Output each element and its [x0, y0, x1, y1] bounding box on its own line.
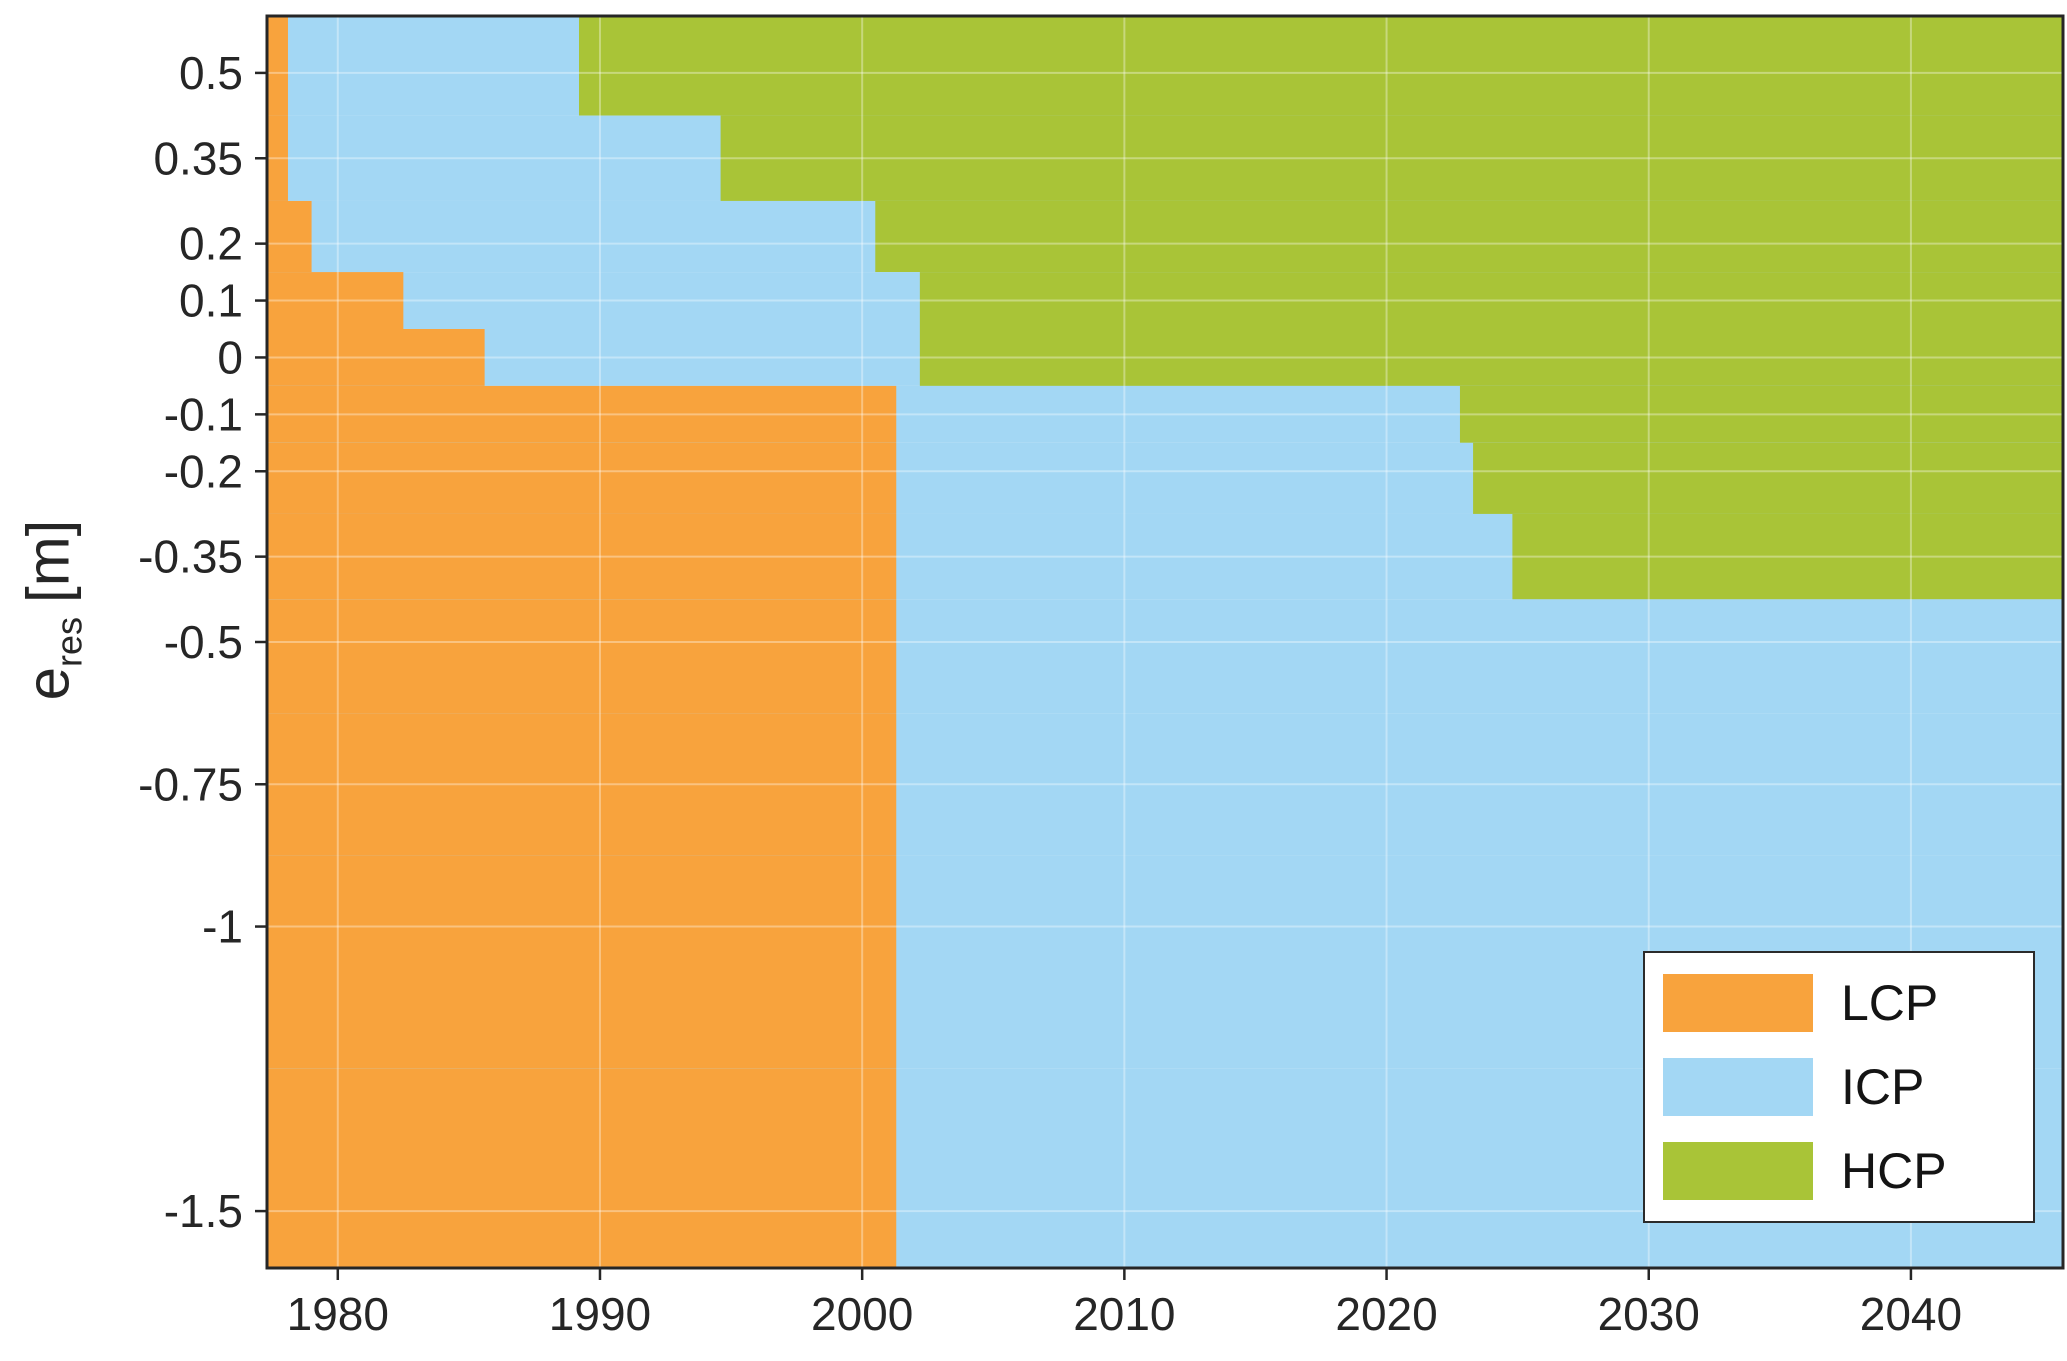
legend-swatch-icp: [1663, 1058, 1813, 1116]
x-tick-label-2020: 2020: [1335, 1288, 1437, 1340]
x-tick-label-2010: 2010: [1073, 1288, 1175, 1340]
region-hcp-row-5: [1459, 385, 2063, 443]
legend-item-lcp: LCP: [1663, 967, 2015, 1039]
x-tick-label-2030: 2030: [1598, 1288, 1700, 1340]
y-tick-label-0.5: 0.5: [179, 47, 243, 99]
y-tick-label--0.75: -0.75: [138, 758, 243, 810]
region-lcp-row-11: [267, 1068, 897, 1268]
legend-label-hcp: HCP: [1841, 1143, 1947, 1199]
region-lcp-row-5: [267, 385, 897, 443]
y-tick-label-0: 0: [217, 331, 243, 383]
region-lcp-row-1: [267, 115, 288, 201]
legend-swatch-hcp: [1663, 1142, 1813, 1200]
y-tick-label--0.1: -0.1: [164, 388, 243, 440]
region-hcp-row-4: [919, 329, 2063, 386]
region-hcp-row-2: [875, 200, 2063, 273]
region-lcp-row-4: [267, 329, 485, 386]
legend-item-hcp: HCP: [1663, 1135, 2015, 1207]
region-hcp-row-6: [1473, 442, 2063, 514]
region-lcp-row-3: [267, 272, 404, 329]
region-lcp-row-10: [267, 855, 897, 1069]
region-hcp-row-0: [579, 16, 2063, 116]
x-tick-label-2000: 2000: [811, 1288, 913, 1340]
region-lcp-row-8: [267, 599, 897, 714]
x-tick-label-1980: 1980: [287, 1288, 389, 1340]
region-lcp-row-6: [267, 442, 897, 514]
region-lcp-row-9: [267, 713, 897, 856]
region-lcp-row-7: [267, 513, 897, 600]
y-tick-label--1: -1: [202, 901, 243, 953]
y-tick-label--0.5: -0.5: [164, 616, 243, 668]
y-tick-label-0.35: 0.35: [153, 132, 243, 184]
region-hcp-row-1: [720, 115, 2063, 201]
y-tick-label--1.5: -1.5: [164, 1185, 243, 1237]
y-tick-label-0.1: 0.1: [179, 275, 243, 327]
region-hcp-row-3: [919, 272, 2063, 329]
y-tick-label--0.35: -0.35: [138, 531, 243, 583]
ylabel-subscript: res: [48, 616, 90, 667]
legend: LCP ICP HCP: [1643, 951, 2035, 1223]
x-tick-label-1990: 1990: [549, 1288, 651, 1340]
y-tick-label--0.2: -0.2: [164, 445, 243, 497]
legend-label-lcp: LCP: [1841, 975, 1939, 1031]
ylabel-symbol: e: [14, 666, 82, 701]
region-hcp-row-7: [1512, 513, 2063, 600]
region-lcp-row-0: [267, 16, 288, 116]
y-axis-label: eres [m]: [14, 520, 91, 701]
legend-swatch-lcp: [1663, 974, 1813, 1032]
legend-item-icp: ICP: [1663, 1051, 2015, 1123]
ylabel-unit: [m]: [14, 519, 82, 603]
y-tick-label-0.2: 0.2: [179, 218, 243, 270]
legend-label-icp: ICP: [1841, 1059, 1925, 1115]
x-tick-label-2040: 2040: [1860, 1288, 1962, 1340]
region-lcp-row-2: [267, 200, 312, 273]
